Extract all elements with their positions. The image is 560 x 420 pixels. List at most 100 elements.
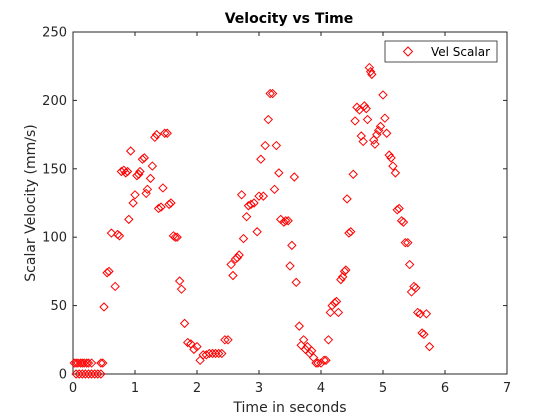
data-point-marker: [73, 358, 83, 368]
data-point-marker: [331, 296, 342, 307]
data-point-marker: [287, 240, 297, 251]
y-tick-label: 150: [42, 162, 67, 177]
data-point-marker: [139, 153, 150, 163]
data-point-marker: [323, 335, 334, 345]
data-point-marker: [79, 358, 89, 368]
data-point-marker: [390, 168, 401, 178]
data-point-marker: [142, 184, 153, 195]
data-point-marker: [77, 358, 88, 368]
data-point-marker: [388, 161, 398, 171]
data-point-marker: [333, 307, 344, 318]
data-point-marker: [77, 369, 88, 379]
data-point-marker: [110, 281, 120, 292]
data-point-marker: [274, 168, 284, 178]
chart-title: Velocity vs Time: [225, 11, 354, 27]
data-point-marker: [367, 69, 377, 80]
data-point-marker: [71, 358, 81, 368]
data-point-marker: [210, 348, 221, 359]
data-point-marker: [160, 128, 170, 138]
data-point-marker: [378, 90, 388, 100]
data-point-marker: [384, 150, 394, 160]
data-point-marker: [93, 369, 103, 379]
data-point-marker: [341, 265, 351, 275]
data-point-marker: [325, 307, 336, 318]
data-point-marker: [156, 202, 166, 212]
x-axis-label: Time in seconds: [232, 400, 346, 416]
legend-label: Vel Scalar: [431, 45, 490, 59]
data-point-marker: [258, 191, 269, 201]
data-point-marker: [213, 348, 224, 359]
data-point-marker: [174, 276, 185, 286]
y-axis-label: Scalar Velocity (mm/s): [23, 124, 39, 281]
data-point-marker: [236, 190, 247, 200]
data-points: [69, 62, 435, 379]
data-point-marker: [96, 369, 106, 379]
data-point-marker: [263, 114, 274, 125]
data-point-marker: [162, 128, 172, 138]
data-point-marker: [71, 369, 81, 379]
data-point-marker: [411, 283, 421, 293]
data-point-marker: [280, 216, 291, 226]
data-point-marker: [217, 348, 227, 359]
data-point-marker: [75, 358, 86, 368]
data-point-marker: [172, 232, 182, 242]
x-tick-label: 6: [441, 381, 449, 396]
data-point-marker: [291, 277, 301, 288]
plot-area: [72, 31, 508, 375]
data-point-marker: [74, 369, 84, 379]
data-point-marker: [342, 194, 352, 204]
data-point-marker: [362, 114, 373, 125]
data-point-marker: [267, 88, 278, 99]
data-point-marker: [150, 132, 160, 143]
data-point-marker: [99, 302, 109, 312]
data-point-marker: [249, 198, 259, 208]
data-point-marker: [350, 116, 360, 126]
data-point-marker: [252, 227, 262, 237]
data-point-marker: [153, 203, 164, 214]
data-point-marker: [147, 161, 158, 171]
data-point-marker: [106, 228, 117, 238]
data-point-marker: [365, 66, 376, 77]
data-point-marker: [271, 140, 282, 151]
data-point-marker: [404, 259, 415, 270]
data-point-marker: [124, 214, 134, 225]
x-tick-label: 5: [379, 381, 387, 396]
data-point-marker: [337, 272, 348, 282]
data-point-marker: [359, 101, 370, 111]
data-point-marker: [254, 191, 264, 201]
data-point-marker: [176, 284, 187, 294]
legend-box: [384, 40, 498, 63]
data-point-marker: [134, 169, 144, 179]
data-point-marker: [403, 237, 413, 248]
data-point-marker: [382, 128, 392, 138]
legend: Vel Scalar: [384, 40, 498, 63]
x-tick-label: 2: [193, 381, 201, 396]
data-point-marker: [241, 211, 252, 222]
x-tick-label: 1: [131, 381, 139, 396]
x-tick-label: 4: [317, 381, 325, 396]
data-point-marker: [260, 140, 270, 151]
data-point-marker: [269, 184, 280, 195]
data-point-marker: [151, 129, 162, 140]
data-point-marker: [228, 270, 238, 281]
data-point-marker: [226, 259, 236, 270]
y-tick-label: 100: [42, 231, 67, 246]
data-point-marker: [400, 237, 411, 248]
y-tick-label: 250: [42, 26, 67, 41]
data-point-marker: [283, 216, 293, 226]
y-tick-label: 0: [59, 368, 67, 383]
data-point-marker: [220, 335, 230, 345]
data-point-marker: [125, 146, 136, 156]
data-point-marker: [135, 166, 145, 177]
data-point-marker: [83, 358, 94, 368]
data-point-marker: [207, 348, 218, 359]
data-point-marker: [234, 250, 244, 260]
data-point-marker: [419, 329, 429, 340]
data-point-marker: [69, 358, 79, 368]
data-point-marker: [398, 217, 409, 227]
data-point-marker: [192, 341, 202, 352]
data-point-marker: [386, 153, 396, 163]
x-tick-label: 3: [255, 381, 263, 396]
data-point-marker: [128, 198, 138, 208]
